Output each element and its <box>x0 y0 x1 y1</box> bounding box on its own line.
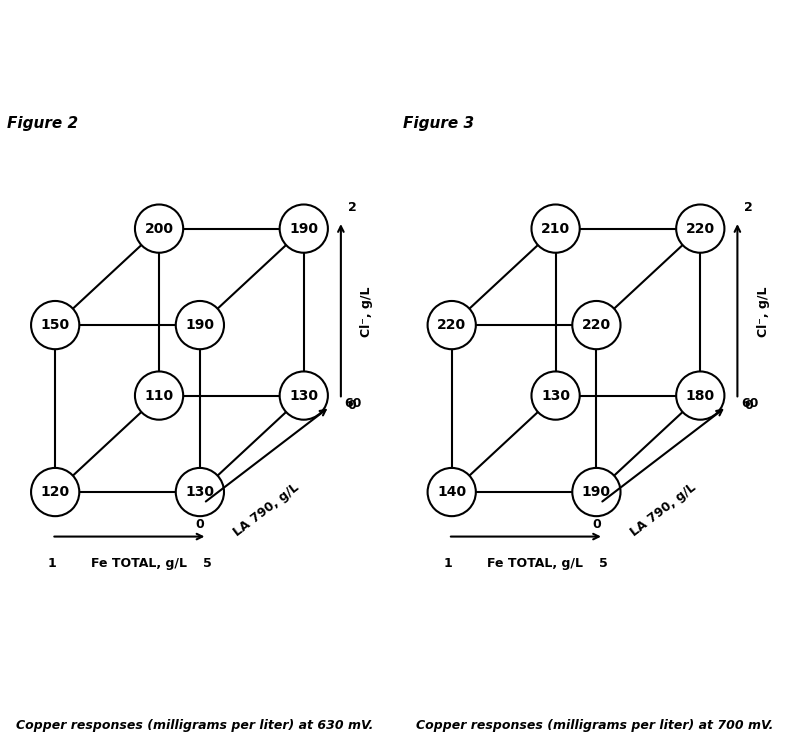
Text: 1: 1 <box>444 557 452 570</box>
Text: 5: 5 <box>599 557 608 570</box>
Circle shape <box>572 468 621 516</box>
Text: 220: 220 <box>686 222 715 236</box>
Text: 5: 5 <box>203 557 212 570</box>
Text: Copper responses (milligrams per liter) at 630 mV.: Copper responses (milligrams per liter) … <box>16 718 374 732</box>
Text: LA 790, g/L: LA 790, g/L <box>231 481 302 539</box>
Text: 0: 0 <box>195 518 204 531</box>
Circle shape <box>176 468 224 516</box>
Text: Copper responses (milligrams per liter) at 700 mV.: Copper responses (milligrams per liter) … <box>416 718 774 732</box>
Text: 190: 190 <box>582 485 611 499</box>
Circle shape <box>280 372 328 420</box>
Text: 0: 0 <box>348 399 356 412</box>
Circle shape <box>176 301 224 350</box>
Text: Fe TOTAL, g/L: Fe TOTAL, g/L <box>487 557 583 570</box>
Circle shape <box>676 205 725 253</box>
Circle shape <box>531 205 580 253</box>
Text: 0: 0 <box>592 518 601 531</box>
Text: 190: 190 <box>186 318 214 332</box>
Circle shape <box>135 205 183 253</box>
Text: 130: 130 <box>186 485 214 499</box>
Text: 120: 120 <box>41 485 70 499</box>
Text: Fe TOTAL, g/L: Fe TOTAL, g/L <box>90 557 186 570</box>
Circle shape <box>676 372 725 420</box>
Text: Figure 2: Figure 2 <box>7 117 78 132</box>
Text: Figure 3: Figure 3 <box>403 117 474 132</box>
Text: Cl⁻, g/L: Cl⁻, g/L <box>360 287 374 337</box>
Text: 0: 0 <box>744 399 753 412</box>
Circle shape <box>572 301 621 350</box>
Text: 190: 190 <box>290 222 318 236</box>
Text: LA 790, g/L: LA 790, g/L <box>628 481 698 539</box>
Circle shape <box>531 372 580 420</box>
Circle shape <box>427 468 476 516</box>
Text: 130: 130 <box>541 389 570 403</box>
Text: 200: 200 <box>145 222 174 236</box>
Text: 140: 140 <box>437 485 466 499</box>
Text: 220: 220 <box>437 318 466 332</box>
Text: 60: 60 <box>741 397 758 409</box>
Text: 110: 110 <box>145 389 174 403</box>
Circle shape <box>280 205 328 253</box>
Text: 2: 2 <box>744 201 753 214</box>
Text: 1: 1 <box>47 557 56 570</box>
Text: 180: 180 <box>686 389 715 403</box>
Text: 210: 210 <box>541 222 570 236</box>
Text: 130: 130 <box>290 389 318 403</box>
Circle shape <box>31 301 79 350</box>
Text: 2: 2 <box>348 201 356 214</box>
Text: 150: 150 <box>41 318 70 332</box>
Text: 220: 220 <box>582 318 611 332</box>
Text: 60: 60 <box>345 397 362 409</box>
Circle shape <box>427 301 476 350</box>
Circle shape <box>135 372 183 420</box>
Circle shape <box>31 468 79 516</box>
Text: Cl⁻, g/L: Cl⁻, g/L <box>757 287 770 337</box>
